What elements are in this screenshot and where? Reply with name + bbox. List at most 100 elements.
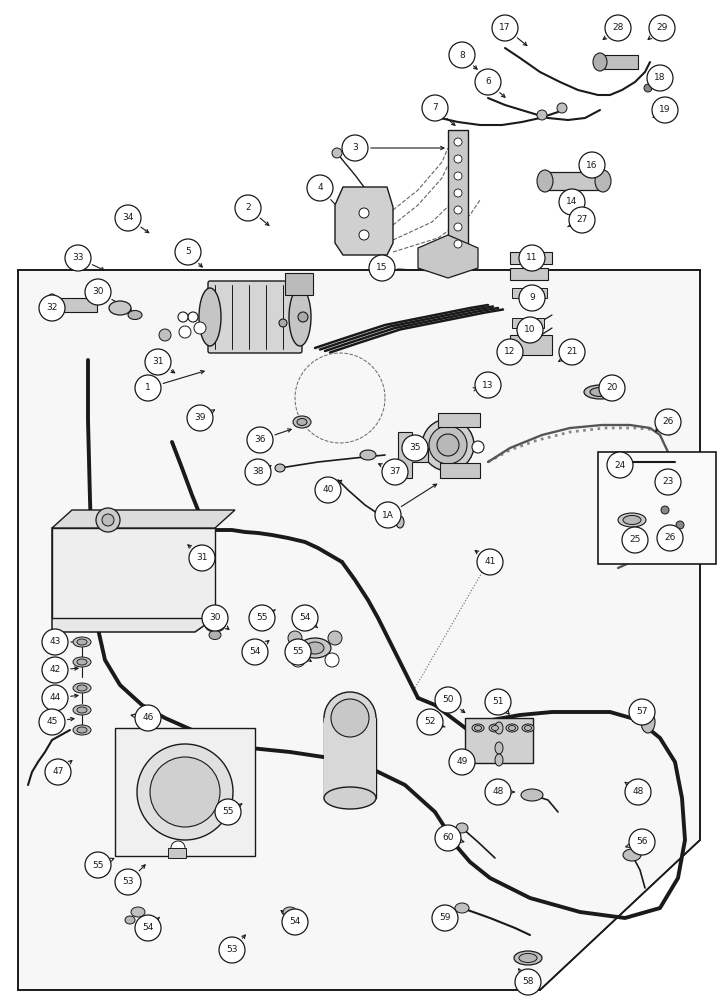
Ellipse shape (209, 631, 221, 640)
Text: 5: 5 (185, 247, 191, 256)
Ellipse shape (590, 387, 610, 396)
Ellipse shape (77, 685, 87, 691)
Ellipse shape (456, 823, 468, 833)
Text: 40: 40 (323, 486, 333, 494)
Circle shape (655, 409, 681, 435)
Text: 39: 39 (194, 414, 206, 422)
Ellipse shape (491, 726, 499, 730)
Circle shape (247, 427, 273, 453)
Circle shape (298, 312, 308, 322)
Circle shape (39, 295, 65, 321)
Circle shape (435, 687, 461, 713)
Text: 18: 18 (654, 74, 665, 83)
Circle shape (435, 825, 461, 851)
Polygon shape (335, 187, 393, 255)
Circle shape (42, 685, 68, 711)
Text: 42: 42 (50, 666, 60, 674)
Text: 15: 15 (376, 263, 388, 272)
Ellipse shape (396, 516, 404, 528)
Bar (52, 528, 215, 618)
Text: 49: 49 (456, 758, 467, 766)
Circle shape (629, 829, 655, 855)
Bar (598, 452, 716, 564)
Bar (510, 268, 548, 280)
Text: 23: 23 (662, 478, 673, 487)
Ellipse shape (73, 705, 91, 715)
Circle shape (45, 759, 71, 785)
Ellipse shape (584, 385, 616, 399)
Text: 57: 57 (636, 708, 648, 716)
Text: 27: 27 (577, 216, 587, 225)
Text: 56: 56 (636, 838, 648, 846)
Text: 26: 26 (665, 534, 676, 542)
Text: 51: 51 (492, 698, 504, 706)
Circle shape (647, 65, 673, 91)
Ellipse shape (77, 707, 87, 713)
Text: 60: 60 (442, 834, 454, 842)
Ellipse shape (495, 722, 503, 734)
Text: 11: 11 (526, 253, 538, 262)
Circle shape (497, 339, 523, 365)
Ellipse shape (489, 724, 501, 732)
Circle shape (188, 312, 198, 322)
Circle shape (375, 502, 401, 528)
Text: 33: 33 (72, 253, 84, 262)
Text: 36: 36 (254, 436, 266, 444)
Circle shape (235, 195, 261, 221)
Text: 25: 25 (629, 536, 641, 544)
Text: 32: 32 (47, 304, 58, 312)
Polygon shape (418, 235, 478, 278)
Text: 1: 1 (145, 383, 151, 392)
Text: 12: 12 (505, 348, 515, 357)
Circle shape (135, 375, 161, 401)
Circle shape (622, 527, 648, 553)
Bar (168, 848, 186, 858)
Circle shape (559, 339, 585, 365)
Ellipse shape (495, 742, 503, 754)
Text: 37: 37 (389, 468, 400, 477)
Circle shape (644, 84, 652, 92)
Ellipse shape (595, 170, 611, 192)
Circle shape (402, 435, 428, 461)
Circle shape (159, 329, 171, 341)
Text: 45: 45 (47, 718, 58, 726)
Bar (448, 130, 468, 258)
Ellipse shape (77, 639, 87, 645)
Text: 54: 54 (289, 918, 301, 926)
Ellipse shape (623, 849, 641, 861)
Ellipse shape (618, 513, 646, 527)
Text: 8: 8 (459, 50, 465, 60)
Circle shape (285, 639, 311, 665)
Text: 55: 55 (92, 860, 104, 869)
Polygon shape (18, 270, 700, 990)
Ellipse shape (128, 310, 142, 320)
Text: 52: 52 (424, 718, 435, 726)
Circle shape (661, 506, 669, 514)
Circle shape (65, 245, 91, 271)
Text: 9: 9 (529, 294, 535, 302)
Text: 38: 38 (252, 468, 264, 477)
Ellipse shape (73, 637, 91, 647)
Text: 26: 26 (662, 418, 673, 426)
Text: 17: 17 (499, 23, 511, 32)
Circle shape (454, 138, 462, 146)
Ellipse shape (283, 907, 297, 917)
Circle shape (449, 749, 475, 775)
Ellipse shape (77, 727, 87, 733)
Ellipse shape (324, 692, 376, 744)
Circle shape (291, 653, 305, 667)
Circle shape (137, 744, 233, 840)
Bar (285, 273, 313, 295)
Bar (52, 298, 97, 312)
Text: 58: 58 (522, 978, 534, 986)
Circle shape (454, 240, 462, 248)
Ellipse shape (437, 434, 459, 456)
Ellipse shape (508, 726, 515, 730)
Circle shape (282, 909, 308, 935)
Ellipse shape (199, 288, 221, 346)
Text: 6: 6 (485, 78, 491, 87)
Text: 7: 7 (432, 104, 438, 112)
Circle shape (202, 605, 228, 631)
Circle shape (85, 852, 111, 878)
Text: 48: 48 (492, 788, 504, 796)
